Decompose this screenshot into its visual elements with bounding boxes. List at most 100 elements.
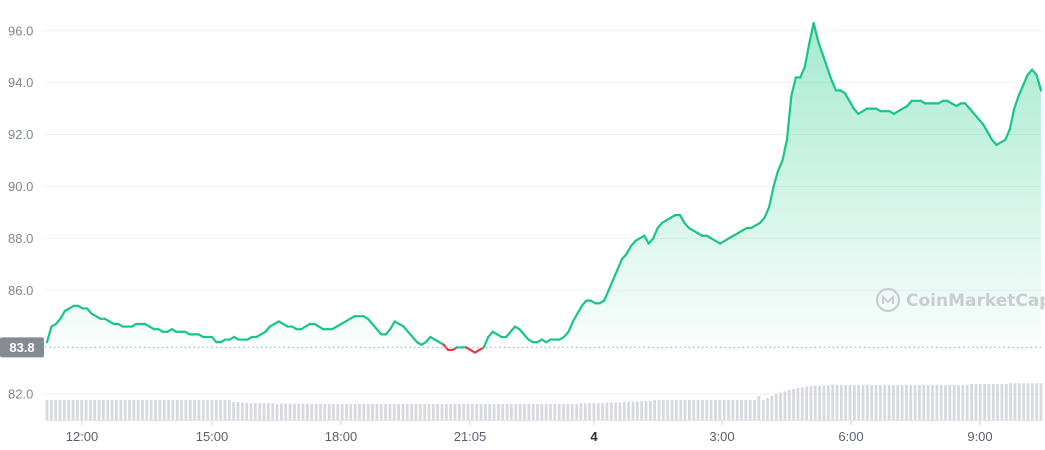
line-segment <box>759 216 766 224</box>
volume-bar <box>136 400 140 420</box>
line-segment <box>763 206 771 219</box>
line-segment <box>964 102 971 110</box>
volume-bar <box>319 404 322 420</box>
x-tick-label: 15:00 <box>196 429 229 444</box>
volume-bar <box>449 404 453 420</box>
volume-bar <box>978 384 982 420</box>
volume-bar <box>722 400 726 420</box>
volume-bar <box>349 404 353 420</box>
price-line <box>45 21 1043 354</box>
volume-bars <box>45 383 1043 420</box>
line-segment <box>522 333 530 341</box>
volume-bar <box>540 404 544 420</box>
volume-bar <box>89 400 92 420</box>
volume-bar <box>892 384 895 420</box>
volume-bar <box>983 384 986 420</box>
volume-bar <box>588 403 591 420</box>
volume-bar <box>310 404 314 420</box>
volume-bar <box>666 400 670 420</box>
volume-bar <box>184 400 188 420</box>
line-segment <box>652 226 659 240</box>
volume-bar <box>427 404 431 420</box>
volume-bar <box>792 388 795 420</box>
volume-bar <box>601 403 604 420</box>
volume-bar <box>323 404 327 420</box>
line-segment <box>772 169 780 188</box>
volume-bar <box>961 384 965 420</box>
volume-bar <box>340 404 344 420</box>
line-segment <box>817 40 824 56</box>
volume-bar <box>627 401 631 420</box>
volume-bar <box>123 400 127 420</box>
volume-bar <box>753 400 756 420</box>
volume-bar <box>466 404 470 420</box>
y-tick-label: 82.0 <box>8 387 33 402</box>
volume-bar <box>297 403 301 420</box>
volume-bar <box>470 404 474 420</box>
line-segment <box>968 107 976 115</box>
line-segment <box>616 258 624 271</box>
volume-bar <box>149 400 153 420</box>
volume-bar <box>887 384 891 420</box>
volume-bar <box>796 388 800 420</box>
volume-bar <box>132 400 136 420</box>
volume-bar <box>618 402 622 420</box>
line-segment <box>973 112 980 121</box>
line-segment <box>825 65 833 82</box>
volume-bar <box>835 384 839 420</box>
volume-bar <box>418 404 422 420</box>
volume-bar <box>705 400 709 420</box>
volume-bar <box>787 390 791 420</box>
volume-bar <box>783 391 787 420</box>
volume-bar <box>883 384 887 420</box>
volume-bar <box>748 400 752 420</box>
volume-bar <box>301 403 305 420</box>
line-segment <box>576 304 583 315</box>
volume-bar <box>709 400 713 420</box>
volume-bar <box>141 400 144 420</box>
volume-bar <box>991 384 995 420</box>
volume-bar <box>970 384 973 420</box>
volume-bar <box>345 404 348 420</box>
volume-bar <box>410 404 414 420</box>
volume-bar <box>462 404 466 420</box>
x-tick-label: 12:00 <box>66 429 99 444</box>
volume-bar <box>314 404 318 420</box>
volume-bar <box>279 403 283 420</box>
volume-bar <box>145 400 149 420</box>
volume-bar <box>731 400 735 420</box>
y-tick-label: 96.0 <box>8 23 33 38</box>
volume-bar <box>900 384 904 420</box>
line-segment <box>1030 68 1038 76</box>
volume-bar <box>58 400 62 420</box>
line-segment <box>790 76 797 97</box>
volume-bar <box>674 400 678 420</box>
volume-bar <box>1004 384 1008 420</box>
baseline-label: 83.8 <box>9 340 34 355</box>
line-segment <box>843 91 851 102</box>
volume-bar <box>249 403 253 420</box>
volume-bar <box>119 400 123 420</box>
volume-bar <box>913 384 917 420</box>
watermark-text: CoinMarketCap <box>906 291 1045 311</box>
line-segment <box>505 330 512 339</box>
volume-bar <box>505 404 509 420</box>
volume-bar <box>510 404 513 420</box>
volume-bar <box>275 403 279 420</box>
volume-bar <box>1035 383 1039 420</box>
volume-bar <box>453 404 457 420</box>
line-segment <box>567 320 575 333</box>
y-tick-label: 88.0 <box>8 231 33 246</box>
volume-bar <box>392 404 396 420</box>
volume-bar <box>974 384 978 420</box>
volume-bar <box>653 400 657 420</box>
volume-bar <box>102 400 105 420</box>
line-segment <box>629 239 637 248</box>
volume-bar <box>110 400 114 420</box>
line-segment <box>603 289 610 302</box>
volume-bar <box>258 403 262 420</box>
line-segment <box>487 330 494 339</box>
volume-bar <box>848 384 852 420</box>
volume-bar <box>531 404 535 420</box>
